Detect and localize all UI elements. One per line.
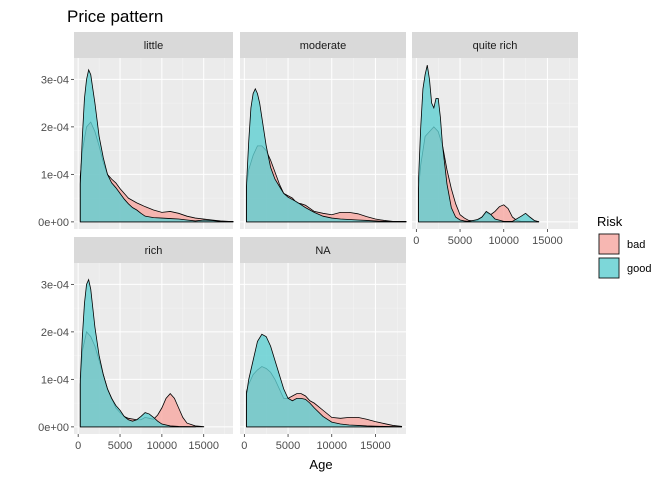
facet-strip-rich [74,237,233,263]
y-tick-label: 3e-04 [41,279,69,291]
x-tick-label: 15000 [532,235,563,247]
facet-little: little 0e+00 1e-04 2e-04 3e-04 [38,32,234,229]
legend-title: Risk [597,214,623,229]
x-tick-label: 0 [75,440,81,452]
y-tick-label: 2e-04 [41,122,69,134]
y-tick-label: 2e-04 [41,327,69,339]
y-tick-label: 0e+00 [38,217,69,229]
facet-panels: little 0e+00 1e-04 2e-04 3e-04 moderate quite … [38,32,578,452]
facet-strip-na [240,237,406,263]
facet-na: NA 0 5000 10000 15000 [240,237,406,452]
facet-strip-label-moderate: moderate [300,40,346,52]
x-tick-label: 15000 [360,440,391,452]
x-tick-label: 0 [241,440,247,452]
facet-rich: rich 0e+00 1e-04 2e-04 3e-04 0 5000 10000 15000 [38,237,233,452]
density-good-quite-rich [418,65,540,223]
x-axis-title-group: Age [309,457,332,472]
density-good-little [79,68,234,223]
y-tick-label: 3e-04 [41,74,69,86]
density-good-moderate [246,87,407,223]
facet-strip-moderate [240,32,406,58]
facet-strip-little [74,32,233,58]
legend-items: bad good [598,233,651,279]
legend-label-bad: bad [627,239,645,251]
density-good-na [246,333,403,428]
x-tick-label: 10000 [147,440,178,452]
facet-moderate: moderate [240,32,407,229]
facet-strip-label-na: NA [315,245,331,257]
x-tick-label: 10000 [488,235,519,247]
legend-key-good [598,257,620,279]
facet-strip-quite-rich [412,32,578,58]
legend-key-bad [598,233,620,255]
legend: Risk bad good [597,214,651,279]
facet-quite-rich: quite rich 0 5000 10000 15000 [412,32,578,247]
density-good-rich [79,278,196,428]
x-tick-label: 0 [413,235,419,247]
x-axis-title: Age [309,457,332,472]
x-tick-label: 5000 [276,440,300,452]
facet-strip-label-little: little [144,40,164,52]
y-tick-label: 0e+00 [38,422,69,434]
x-tick-label: 10000 [316,440,347,452]
x-tick-label: 15000 [188,440,219,452]
y-tick-label: 1e-04 [41,374,69,386]
facet-strip-label-rich: rich [145,245,163,257]
x-tick-label: 5000 [108,440,132,452]
legend-label-good: good [627,263,651,275]
chart-title: Price pattern [67,7,163,26]
x-tick-label: 5000 [448,235,472,247]
y-tick-label: 1e-04 [41,169,69,181]
facet-strip-label-quite-rich: quite rich [473,40,518,52]
